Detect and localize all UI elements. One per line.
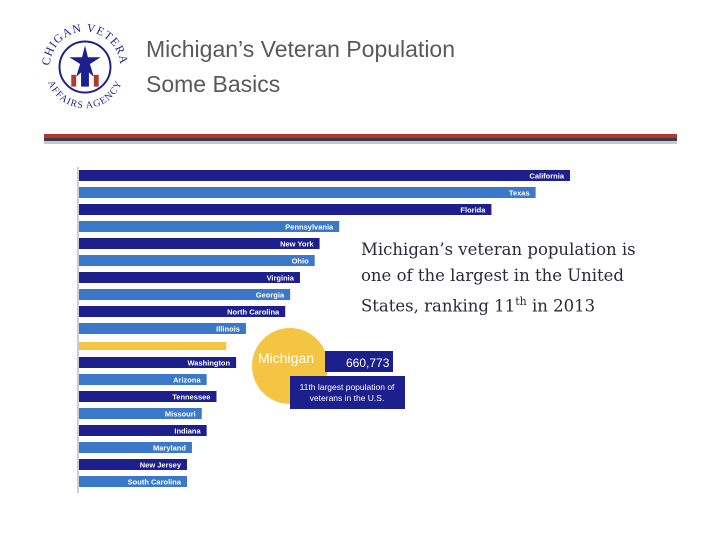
callout-note-box xyxy=(290,376,405,409)
bar-label-tennessee: Tennessee xyxy=(172,393,210,402)
page-subtitle: Some Basics xyxy=(146,71,281,97)
bar-virginia xyxy=(79,272,300,283)
bar-florida xyxy=(79,204,492,215)
header-divider xyxy=(44,134,677,146)
bar-california xyxy=(79,170,570,181)
bar-label-new-jersey: New Jersey xyxy=(140,461,182,470)
bar-label-arizona: Arizona xyxy=(173,376,201,385)
caption-text: Michigan’s veteran population is one of … xyxy=(361,240,636,316)
bar-missouri xyxy=(79,408,202,419)
bar-label-texas: Texas xyxy=(509,189,530,198)
bar-label-washington: Washington xyxy=(187,359,230,368)
bar-georgia xyxy=(79,289,291,300)
bar-label-indiana: Indiana xyxy=(174,427,201,436)
bar-texas xyxy=(79,187,536,198)
bar-maryland xyxy=(79,442,192,453)
bar-label-california: California xyxy=(529,172,564,181)
caption-superscript: th xyxy=(515,295,527,308)
callout-note-line-2: veterans in the U.S. xyxy=(310,393,385,403)
callout-value-box xyxy=(325,351,393,372)
bar-label-virginia: Virginia xyxy=(267,274,295,283)
bar-label-ohio: Ohio xyxy=(292,257,309,266)
bar-washington xyxy=(79,357,237,368)
bar-label-florida: Florida xyxy=(460,206,486,215)
agency-logo: MICHIGAN VETERANS AFFAIRS AGENCY xyxy=(36,18,129,111)
callout-value: 660,773 xyxy=(346,356,390,370)
bar-label-north-carolina: North Carolina xyxy=(227,308,280,317)
bar-label-new-york: New York xyxy=(280,240,314,249)
ranking-caption: Michigan’s veteran population is one of … xyxy=(361,237,661,320)
page-title: Michigan’s Veteran Population xyxy=(146,36,456,62)
bar-arizona xyxy=(79,374,207,385)
bar-new-york xyxy=(79,238,320,249)
callout-note-line-1: 11th largest population of xyxy=(300,382,395,392)
star-figure-icon xyxy=(69,45,101,87)
bar-label-illinois: Illinois xyxy=(216,325,240,334)
bar-illinois xyxy=(79,323,246,334)
bar-tennessee xyxy=(79,391,217,402)
bar-pennsylvania xyxy=(79,221,340,232)
bar-ohio xyxy=(79,255,315,266)
bar-label-georgia: Georgia xyxy=(256,291,285,300)
bar-label-pennsylvania: Pennsylvania xyxy=(285,223,334,232)
bar-new-jersey xyxy=(79,459,188,470)
bar-north-carolina xyxy=(79,306,286,317)
callout-label: Michigan xyxy=(258,350,314,366)
bar-michigan xyxy=(79,342,227,350)
bar-label-maryland: Maryland xyxy=(153,444,186,453)
bar-south-carolina xyxy=(79,476,188,487)
bar-label-missouri: Missouri xyxy=(165,410,196,419)
caption-text-end: in 2013 xyxy=(526,296,596,316)
bar-label-south-carolina: South Carolina xyxy=(128,478,182,487)
bar-indiana xyxy=(79,425,207,436)
